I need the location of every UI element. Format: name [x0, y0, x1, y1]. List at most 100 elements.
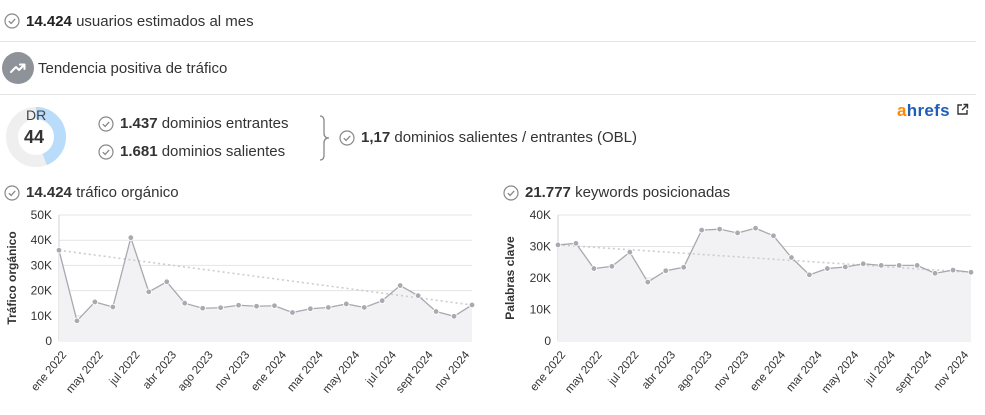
x-tick-label: nov 2024: [433, 349, 473, 393]
y-tick-label: 0: [544, 334, 551, 348]
data-point: [271, 302, 278, 309]
organic-traffic-title: 14.424 tráfico orgánico: [4, 184, 179, 201]
check-circle-icon: [503, 184, 519, 201]
x-tick-label: may 2024: [820, 349, 862, 396]
outgoing-domains: 1.681 dominios salientes: [98, 143, 285, 160]
data-point: [895, 262, 903, 269]
data-point: [662, 267, 669, 274]
y-tick-label: 40K: [31, 233, 52, 247]
obl-ratio: 1,17 dominios salientes / entrantes (OBL…: [339, 129, 637, 146]
trend-line: [557, 244, 972, 274]
x-tick-label: jul 2022: [606, 349, 642, 388]
data-point: [253, 303, 260, 310]
ranked-keywords-title: 21.777 keywords posicionadas: [503, 184, 730, 201]
obl-ratio-label: dominios salientes / entrantes (OBL): [394, 129, 637, 146]
x-tick-label: abr 2023: [141, 349, 179, 391]
data-point: [432, 308, 440, 315]
data-point: [289, 309, 296, 316]
data-point: [109, 303, 117, 311]
data-point: [181, 299, 188, 307]
external-link-icon: [956, 101, 969, 121]
y-tick-label: 30K: [530, 240, 551, 254]
domain-rating-gauge: [6, 107, 66, 167]
obl-ratio-value: 1,17: [361, 129, 391, 146]
data-point: [878, 262, 885, 269]
data-point: [806, 271, 813, 279]
data-point: [644, 278, 651, 286]
y-axis-title: Tráfico orgánico: [5, 231, 19, 324]
data-point: [608, 263, 616, 270]
domain-rating-value: 44: [24, 127, 45, 147]
data-point: [414, 292, 422, 299]
traffic-trend-label: Tendencia positiva de tráfico: [38, 59, 228, 77]
data-point: [325, 304, 332, 311]
y-tick-label: 30K: [31, 258, 52, 272]
incoming-domains-label: dominios entrantes: [161, 115, 289, 132]
data-point: [626, 248, 634, 256]
data-point: [55, 247, 63, 254]
data-point: [770, 232, 777, 239]
data-point: [163, 278, 170, 285]
data-point: [752, 225, 759, 232]
data-point: [554, 241, 562, 249]
x-tick-label: jul 2022: [107, 349, 143, 388]
ranked-keywords-value: 21.777: [525, 184, 571, 201]
x-tick-label: may 2022: [64, 349, 106, 395]
y-tick-label: 20K: [530, 271, 551, 285]
data-point: [967, 269, 975, 276]
organic-traffic-chart: 0 10K 20K 30K 40K 50K Tráfico orgánico ene 2022…: [5, 208, 476, 396]
x-tick-label: may 2022: [563, 349, 605, 395]
ranked-keywords-label: keywords posicionadas: [575, 184, 731, 201]
incoming-domains-value: 1.437: [120, 115, 158, 132]
data-point: [307, 305, 314, 312]
data-point: [379, 297, 386, 304]
y-tick-label: 10K: [530, 303, 551, 317]
x-tick-label: abr 2023: [640, 349, 678, 391]
data-point: [680, 264, 687, 271]
data-point: [698, 226, 705, 234]
series-area: [558, 228, 971, 341]
check-circle-icon: [4, 184, 20, 201]
x-tick-label: ene 2022: [528, 349, 568, 393]
x-tick-label: may 2024: [321, 349, 363, 396]
domain-rating-label: DR: [26, 107, 47, 123]
data-point: [361, 304, 368, 311]
check-circle-icon: [339, 129, 355, 146]
ahrefs-logo-rest: hrefs: [906, 101, 950, 120]
x-tick-label: nov 2023: [712, 349, 752, 393]
data-point: [73, 317, 81, 325]
x-tick-label: jul 2024: [862, 349, 898, 389]
x-tick-label: ene 2022: [29, 349, 69, 393]
x-tick-label: sept 2024: [394, 349, 436, 396]
divider: [0, 94, 976, 95]
estimated-users-label: usuarios estimados al mes: [76, 12, 254, 30]
x-tick-label: jul 2024: [363, 349, 399, 389]
ahrefs-logo-a: a: [897, 101, 907, 120]
data-point: [217, 304, 224, 311]
data-point: [590, 265, 598, 272]
y-tick-label: 50K: [31, 208, 52, 222]
data-point: [860, 260, 867, 268]
data-point: [450, 313, 458, 320]
estimated-users-row: 14.424 usuarios estimados al mes: [4, 11, 980, 31]
organic-traffic-label: tráfico orgánico: [76, 184, 179, 201]
data-point: [931, 270, 939, 277]
outgoing-domains-value: 1.681: [120, 143, 158, 160]
data-point: [788, 254, 795, 261]
check-circle-icon: [98, 115, 114, 132]
outgoing-domains-label: dominios salientes: [161, 143, 286, 160]
data-point: [734, 229, 741, 237]
check-circle-icon: [4, 13, 20, 29]
data-point: [199, 305, 206, 312]
series-area: [59, 237, 472, 341]
check-circle-icon: [98, 143, 114, 160]
incoming-domains: 1.437 dominios entrantes: [98, 115, 288, 132]
x-tick-label: nov 2024: [932, 349, 972, 393]
ahrefs-link[interactable]: a hrefs: [897, 101, 969, 121]
y-tick-label: 0: [45, 334, 52, 348]
y-tick-label: 40K: [530, 208, 551, 222]
x-tick-label: ene 2024: [249, 349, 289, 394]
x-tick-label: sept 2024: [893, 349, 935, 396]
y-tick-label: 10K: [31, 309, 52, 323]
brace-icon: [319, 115, 330, 161]
